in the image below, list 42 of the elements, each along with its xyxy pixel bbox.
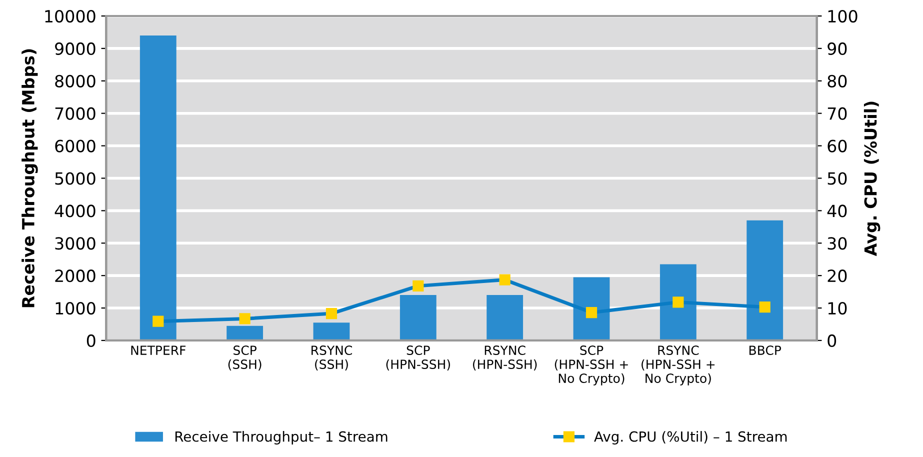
x-tick-label: SCP (HPN-SSH + No Crypto) bbox=[554, 346, 628, 386]
y-tick-label: 7000 bbox=[55, 107, 96, 120]
y2-tick-label: 80 bbox=[828, 74, 847, 88]
legend-label: Avg. CPU (%Util) – 1 Stream bbox=[594, 431, 787, 444]
y-tick-label: 5000 bbox=[55, 172, 96, 185]
y2-tick-label: 70 bbox=[828, 107, 847, 120]
bar bbox=[140, 35, 176, 340]
bar bbox=[313, 322, 350, 340]
y2-tick-label: 50 bbox=[828, 172, 847, 185]
y-tick-label: 3000 bbox=[55, 237, 96, 250]
y-tick-label: 9000 bbox=[55, 42, 96, 56]
y-tick-label: 6000 bbox=[55, 140, 96, 152]
y-tick-label: 1000 bbox=[56, 302, 96, 315]
y2-tick-label: 90 bbox=[828, 42, 847, 56]
bar bbox=[746, 220, 784, 340]
x-tick-label: NETPERF bbox=[131, 346, 186, 355]
bar bbox=[486, 295, 524, 340]
legend-label: Receive Throughput– 1 Stream bbox=[175, 431, 388, 444]
y2-tick-label: 10 bbox=[828, 302, 847, 315]
bar bbox=[660, 264, 696, 340]
bar bbox=[573, 277, 610, 340]
bar bbox=[400, 295, 436, 340]
x-tick-label: BBCP bbox=[749, 346, 782, 355]
y2-tick-label: 40 bbox=[827, 204, 847, 218]
x-tick-label: SCP (SSH) bbox=[228, 346, 262, 370]
y2-tick-label: 20 bbox=[828, 270, 847, 282]
x-tick-label: RSYNC (HPN-SSH + No Crypto) bbox=[642, 346, 715, 386]
x-tick-label: RSYNC (SSH) bbox=[312, 346, 352, 370]
x-tick-label: SCP (HPN-SSH) bbox=[386, 346, 450, 370]
y-tick-label: 4000 bbox=[54, 204, 96, 218]
y-tick-label: 8000 bbox=[55, 74, 96, 88]
y-tick-label: 2000 bbox=[55, 270, 96, 282]
y-axis-title: Receive Throughput (Mbps) bbox=[22, 49, 38, 308]
y2-tick-label: 100 bbox=[828, 10, 858, 23]
y2-tick-label: 60 bbox=[828, 140, 847, 152]
y-tick-label: 0 bbox=[86, 334, 96, 348]
bar bbox=[226, 326, 264, 340]
y2-axis-title: Avg. CPU (%Util) bbox=[864, 102, 880, 256]
y2-tick-label: 30 bbox=[828, 237, 847, 250]
x-tick-label: RSYNC (HPN-SSH) bbox=[473, 346, 537, 370]
y-tick-label: 10000 bbox=[45, 10, 96, 23]
y2-tick-label: 0 bbox=[828, 334, 836, 348]
